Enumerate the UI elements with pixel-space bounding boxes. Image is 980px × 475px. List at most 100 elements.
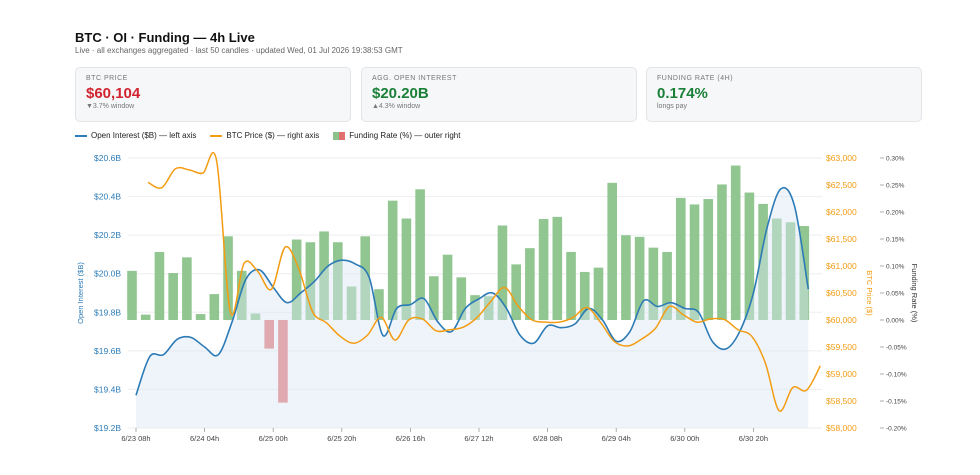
open-interest-card: AGG. OPEN INTEREST $20.20B ▲4.3% window bbox=[361, 67, 637, 122]
x-tick-label: 6/24 04h bbox=[190, 434, 219, 443]
funding-bar bbox=[511, 264, 521, 320]
page-subtitle: Live · all exchanges aggregated · last 5… bbox=[75, 46, 403, 55]
funding-bar bbox=[291, 239, 302, 320]
y-right-tick-label: $62,000 bbox=[826, 207, 857, 217]
btc-price-label: BTC PRICE bbox=[86, 75, 128, 82]
funding-bar bbox=[182, 257, 192, 320]
funding-bar bbox=[483, 296, 494, 320]
x-tick-label: 6/26 16h bbox=[396, 434, 425, 443]
y-outer-axis-title: Funding Rate (%) bbox=[910, 264, 919, 323]
funding-bar bbox=[154, 251, 165, 320]
funding-bar bbox=[442, 254, 453, 320]
y-outer-tick-label: 0.20% bbox=[886, 210, 905, 217]
open-interest-change: ▲4.3% window bbox=[372, 103, 421, 110]
y-outer-tick-label: -0.10% bbox=[886, 372, 907, 379]
funding-bar bbox=[730, 165, 741, 320]
funding-bar bbox=[758, 203, 768, 320]
x-tick-label: 6/28 08h bbox=[533, 434, 562, 443]
y-left-tick-label: $20.4B bbox=[94, 192, 121, 202]
y-outer-tick-label: 0.10% bbox=[886, 264, 905, 271]
y-outer-tick-label: -0.15% bbox=[886, 399, 907, 406]
y-outer-tick-label: 0.00% bbox=[886, 318, 905, 325]
funding-bar bbox=[333, 242, 343, 320]
funding-bar bbox=[140, 314, 151, 320]
funding-bar bbox=[525, 248, 535, 320]
legend-swatch-price bbox=[210, 134, 223, 137]
price-line bbox=[147, 151, 821, 412]
funding-bar bbox=[744, 192, 755, 320]
y-outer-tick-label: -0.05% bbox=[886, 345, 907, 352]
funding-bar bbox=[662, 251, 672, 320]
btc-price-card: BTC PRICE $60,104 ▼3.7% window bbox=[75, 67, 351, 122]
legend-item-oi[interactable]: Open Interest ($B) — left axis bbox=[75, 131, 196, 140]
funding-rate-card: FUNDING RATE (4H) 0.174% longs pay bbox=[646, 67, 922, 122]
funding-bar bbox=[772, 218, 782, 320]
funding-bar bbox=[319, 231, 329, 320]
y-right-tick-label: $59,500 bbox=[826, 342, 857, 352]
funding-bar bbox=[470, 295, 480, 320]
funding-bar bbox=[223, 236, 233, 320]
y-right-tick-label: $60,000 bbox=[826, 315, 857, 325]
funding-bar bbox=[401, 218, 412, 320]
y-right-tick-label: $58,000 bbox=[826, 423, 857, 433]
funding-bar bbox=[415, 189, 425, 320]
y-left-tick-label: $20.0B bbox=[94, 269, 121, 279]
legend-label-funding: Funding Rate (%) — outer right bbox=[349, 131, 461, 140]
y-left-tick-label: $19.8B bbox=[94, 307, 121, 317]
legend-swatch-oi bbox=[75, 134, 87, 137]
funding-bar bbox=[236, 270, 247, 320]
funding-bar bbox=[593, 267, 604, 320]
y-right-tick-label: $62,500 bbox=[826, 180, 857, 190]
legend-item-price[interactable]: BTC Price ($) — right axis bbox=[210, 131, 319, 140]
y-left-tick-label: $19.4B bbox=[94, 384, 121, 394]
oi-area bbox=[136, 187, 809, 428]
funding-bar bbox=[552, 216, 563, 320]
btc-price-change: ▼3.7% window bbox=[86, 103, 135, 110]
y-outer-tick-label: 0.30% bbox=[886, 156, 905, 163]
y-right-tick-label: $61,000 bbox=[826, 261, 857, 271]
funding-bar bbox=[278, 320, 288, 403]
funding-rate-label: FUNDING RATE (4H) bbox=[657, 75, 734, 82]
y-left-axis-title: Open Interest ($B) bbox=[76, 262, 85, 324]
chart-canvas: $19.2B $19.4B $19.6B $19.8B $20.0B $20.2B $20.… bbox=[76, 151, 919, 443]
legend-swatch-funding-pos bbox=[333, 131, 340, 140]
x-tick-label: 6/30 00h bbox=[670, 434, 699, 443]
funding-bar bbox=[360, 236, 371, 320]
funding-bar bbox=[374, 289, 384, 320]
funding-bar bbox=[250, 313, 261, 320]
x-tick-label: 6/25 20h bbox=[327, 434, 356, 443]
funding-bar bbox=[127, 270, 137, 320]
y-left-tick-label: $19.6B bbox=[94, 346, 121, 356]
funding-bar bbox=[717, 184, 727, 320]
funding-bar bbox=[785, 222, 796, 320]
page-title: BTC · OI · Funding — 4h Live bbox=[75, 30, 255, 45]
funding-bar bbox=[566, 251, 576, 320]
btc-price-value: $60,104 bbox=[86, 85, 141, 102]
funding-rate-note: longs pay bbox=[657, 103, 687, 110]
funding-rate-value: 0.174% bbox=[657, 85, 708, 102]
y-left-tick-label: $20.6B bbox=[94, 153, 121, 163]
y-right-tick-label: $59,000 bbox=[826, 369, 857, 379]
x-tick-label: 6/27 12h bbox=[464, 434, 493, 443]
y-outer-tick-label: 0.25% bbox=[886, 183, 905, 190]
y-left-tick-label: $20.2B bbox=[94, 230, 121, 240]
funding-bar bbox=[607, 182, 617, 320]
x-tick-label: 6/25 00h bbox=[259, 434, 288, 443]
funding-bar bbox=[497, 225, 508, 320]
legend-label-price: BTC Price ($) — right axis bbox=[226, 131, 320, 140]
legend-item-funding[interactable]: Funding Rate (%) — outer right bbox=[333, 131, 460, 140]
legend-label-oi: Open Interest ($B) — left axis bbox=[91, 131, 197, 140]
legend-swatch-funding-neg bbox=[339, 131, 346, 140]
y-outer-tick-label: 0.05% bbox=[886, 291, 905, 298]
chart-legend: Open Interest ($B) — left axis BTC Price… bbox=[75, 131, 474, 140]
open-interest-label: AGG. OPEN INTEREST bbox=[372, 75, 457, 82]
funding-bar bbox=[456, 277, 467, 320]
y-right-tick-label: $58,500 bbox=[826, 396, 857, 406]
y-right-tick-label: $60,500 bbox=[826, 288, 857, 298]
open-interest-value: $20.20B bbox=[372, 85, 429, 102]
funding-bar bbox=[799, 226, 810, 320]
oi-line bbox=[135, 186, 810, 396]
funding-bar bbox=[621, 235, 631, 320]
x-tick-label: 6/23 08h bbox=[121, 434, 150, 443]
y-right-axis-title: BTC Price ($) bbox=[865, 270, 874, 316]
